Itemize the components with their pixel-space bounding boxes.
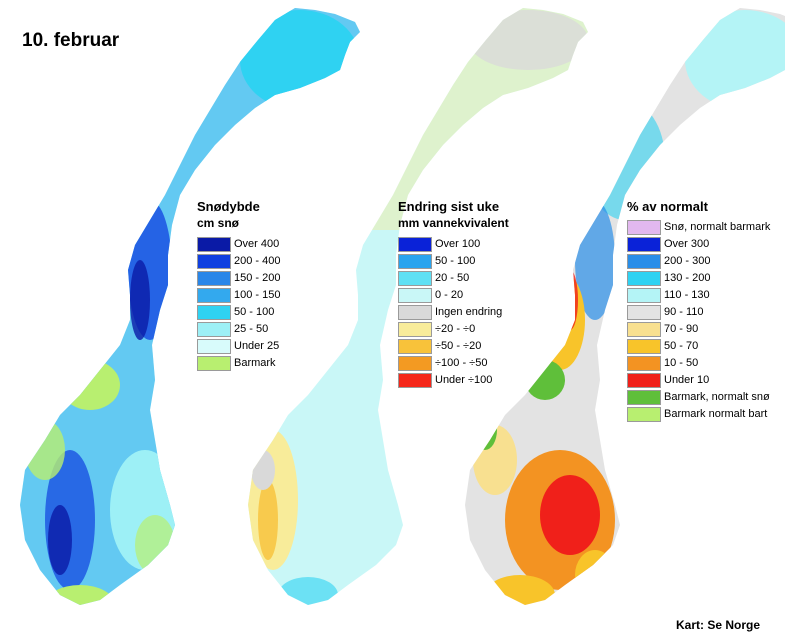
legend-row: 100 - 150 — [197, 287, 280, 303]
legend-label: 200 - 300 — [664, 255, 711, 267]
legend-label: Over 300 — [664, 238, 710, 250]
legend-label: 150 - 200 — [234, 272, 281, 284]
legend-percent-normal: % av normalt Snø, normalt barmark Over 3… — [627, 198, 770, 423]
legend-label: Ingen endring — [435, 306, 503, 318]
legend-swatch — [627, 389, 661, 405]
legend-swatch — [197, 236, 231, 252]
legend-label: 70 - 90 — [664, 323, 699, 335]
legend-swatch — [398, 236, 432, 252]
legend-weekly-change: Endring sist uke mm vannekvivalent Over … — [398, 198, 509, 389]
legend-swatch — [627, 406, 661, 422]
legend-label: Barmark — [234, 357, 276, 369]
legend-swatch — [627, 338, 661, 354]
legend-swatch — [197, 338, 231, 354]
legend-swatch — [398, 321, 432, 337]
legend-row: 110 - 130 — [627, 287, 770, 303]
legend-swatch — [197, 270, 231, 286]
legend-label: 0 - 20 — [435, 289, 464, 301]
legend-label: Over 400 — [234, 238, 280, 250]
legend-row: 25 - 50 — [197, 321, 280, 337]
legend-label: 200 - 400 — [234, 255, 281, 267]
legend-row: ÷50 - ÷20 — [398, 338, 509, 354]
legend-row: 20 - 50 — [398, 270, 509, 286]
legend-row: Snø, normalt barmark — [627, 219, 770, 235]
legend-snow-depth: Snødybde cm snø Over 400 200 - 400 150 -… — [197, 198, 280, 372]
legend-label: Under 25 — [234, 340, 280, 352]
legend-swatch — [627, 287, 661, 303]
legend-swatch — [627, 321, 661, 337]
legend-swatch — [398, 304, 432, 320]
legend-label: 90 - 110 — [664, 306, 704, 318]
legend-row: Ingen endring — [398, 304, 509, 320]
legend-row: 130 - 200 — [627, 270, 770, 286]
legend-label: 25 - 50 — [234, 323, 269, 335]
legend-label: 50 - 100 — [435, 255, 476, 267]
legend-title: Endring sist uke — [398, 199, 500, 214]
legend-row: Barmark, normalt snø — [627, 389, 770, 405]
legend-row: Over 400 — [197, 236, 280, 252]
legend-label: Over 100 — [435, 238, 481, 250]
legend-label: Under ÷100 — [435, 374, 493, 386]
legend-label: Barmark, normalt snø — [664, 391, 770, 403]
legend-row: Under ÷100 — [398, 372, 509, 388]
legend-swatch — [627, 270, 661, 286]
legend-label: 100 - 150 — [234, 289, 281, 301]
legend-swatch — [627, 253, 661, 269]
legend-subtitle: mm vannekvivalent — [398, 216, 509, 230]
legend-label: Snø, normalt barmark — [664, 221, 771, 233]
legend-row: 50 - 70 — [627, 338, 770, 354]
legend-row: Under 10 — [627, 372, 770, 388]
legend-swatch — [398, 355, 432, 371]
legend-swatch — [398, 253, 432, 269]
legend-row: 70 - 90 — [627, 321, 770, 337]
legend-label: 20 - 50 — [435, 272, 470, 284]
legend-title: % av normalt — [627, 199, 708, 214]
legend-label: ÷20 - ÷0 — [435, 323, 476, 335]
legend-row: Barmark normalt bart — [627, 406, 770, 422]
legend-swatch — [398, 372, 432, 388]
legend-row: 50 - 100 — [197, 304, 280, 320]
legend-row: 150 - 200 — [197, 270, 280, 286]
legend-row: 10 - 50 — [627, 355, 770, 371]
legend-row: Over 300 — [627, 236, 770, 252]
legend-label: ÷100 - ÷50 — [435, 357, 488, 369]
legend-row: ÷20 - ÷0 — [398, 321, 509, 337]
legend-swatch — [197, 321, 231, 337]
legend-label: 10 - 50 — [664, 357, 699, 369]
legend-label: 110 - 130 — [664, 289, 710, 301]
legend-subtitle: cm snø — [197, 216, 240, 230]
legend-label: Barmark normalt bart — [664, 408, 768, 420]
legend-swatch — [197, 355, 231, 371]
legend-swatch — [197, 287, 231, 303]
legend-label: ÷50 - ÷20 — [435, 340, 482, 352]
legend-row: ÷100 - ÷50 — [398, 355, 509, 371]
legend-label: 50 - 100 — [234, 306, 275, 318]
legend-swatch — [627, 219, 661, 235]
legend-swatch — [398, 338, 432, 354]
legend-row: Under 25 — [197, 338, 280, 354]
legend-swatch — [627, 304, 661, 320]
legend-swatch — [627, 355, 661, 371]
legend-row: Barmark — [197, 355, 280, 371]
legend-swatch — [627, 236, 661, 252]
page-title: 10. februar — [22, 30, 120, 51]
legend-title: Snødybde — [197, 199, 260, 214]
legend-row: 200 - 300 — [627, 253, 770, 269]
legend-row: Over 100 — [398, 236, 509, 252]
legend-swatch — [627, 372, 661, 388]
legend-swatch — [398, 270, 432, 286]
legend-row: 50 - 100 — [398, 253, 509, 269]
legend-row: 0 - 20 — [398, 287, 509, 303]
legend-label: 130 - 200 — [664, 272, 711, 284]
legend-swatch — [398, 287, 432, 303]
legend-row: 200 - 400 — [197, 253, 280, 269]
map-credit: Kart: Se Norge — [676, 618, 761, 632]
legend-swatch — [197, 304, 231, 320]
legend-label: 50 - 70 — [664, 340, 699, 352]
legend-row: 90 - 110 — [627, 304, 770, 320]
legend-swatch — [197, 253, 231, 269]
legend-label: Under 10 — [664, 374, 710, 386]
